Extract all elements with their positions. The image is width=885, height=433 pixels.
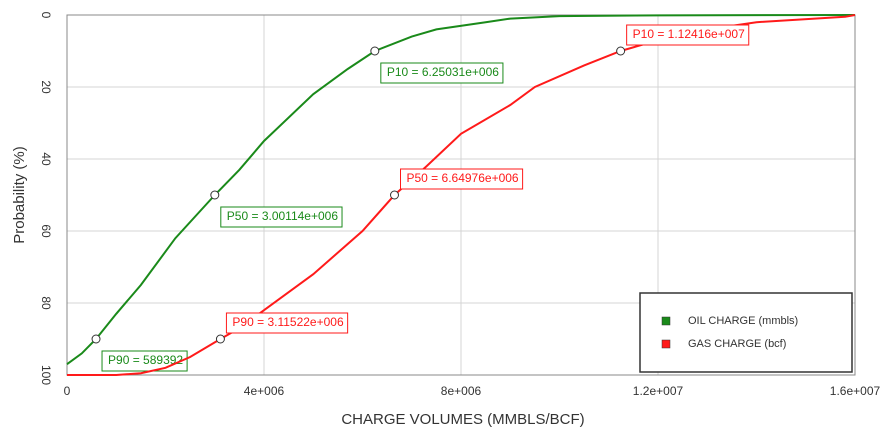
annotation: P10 = 1.12416e+007 bbox=[626, 24, 750, 46]
x-tick-label: 1.6e+007 bbox=[830, 384, 881, 398]
legend-swatch bbox=[661, 316, 671, 326]
annotation-marker bbox=[91, 334, 101, 344]
y-tick-label: 40 bbox=[39, 152, 53, 166]
annotation-box bbox=[220, 206, 343, 228]
legend-box bbox=[639, 292, 853, 373]
annotation: P90 = 589392 bbox=[101, 350, 188, 372]
y-tick-label: 100 bbox=[39, 365, 53, 385]
annotation-marker bbox=[215, 334, 225, 344]
y-tick-label: 60 bbox=[39, 224, 53, 238]
annotation-label: P90 = 3.11522e+006 bbox=[232, 315, 344, 329]
annotation-box bbox=[225, 312, 349, 334]
annotation: P90 = 3.11522e+006 bbox=[225, 312, 349, 334]
x-tick-label: 8e+006 bbox=[441, 384, 482, 398]
annotation-box bbox=[380, 62, 504, 84]
annotation: P50 = 3.00114e+006 bbox=[220, 206, 343, 228]
plot-frame bbox=[66, 14, 856, 376]
line bbox=[66, 14, 856, 366]
legend-label: OIL CHARGE (mmbls) bbox=[688, 315, 798, 327]
annotation-marker bbox=[616, 46, 626, 56]
annotation-label: P50 = 6.64976e+006 bbox=[407, 171, 519, 185]
annotation-box bbox=[400, 168, 524, 190]
legend-swatch bbox=[661, 339, 671, 349]
annotation-label: P10 = 6.25031e+006 bbox=[387, 65, 499, 79]
x-tick-label: 1.2e+007 bbox=[633, 384, 684, 398]
annotation: P50 = 6.64976e+006 bbox=[400, 168, 524, 190]
annotation-label: P50 = 3.00114e+006 bbox=[227, 209, 339, 223]
annotation-marker bbox=[390, 190, 400, 200]
y-axis-label: Probability (%) bbox=[11, 146, 28, 244]
x-axis-label: CHARGE VOLUMES (MMBLS/BCF) bbox=[341, 411, 584, 428]
annotation: P10 = 6.25031e+006 bbox=[380, 62, 504, 84]
annotation-label: P90 = 589392 bbox=[108, 353, 183, 367]
annotation-box bbox=[101, 350, 188, 372]
y-tick-label: 20 bbox=[39, 80, 53, 94]
y-tick-label: 80 bbox=[39, 296, 53, 310]
annotation-marker bbox=[370, 46, 380, 56]
annotation-marker bbox=[210, 190, 220, 200]
y-tick-label: 0 bbox=[39, 12, 53, 19]
annotation-box bbox=[626, 24, 750, 46]
x-tick-label: 4e+006 bbox=[244, 384, 285, 398]
x-tick-label: 0 bbox=[64, 384, 71, 398]
legend-label: GAS CHARGE (bcf) bbox=[688, 338, 786, 350]
annotation-label: P10 = 1.12416e+007 bbox=[633, 27, 745, 41]
